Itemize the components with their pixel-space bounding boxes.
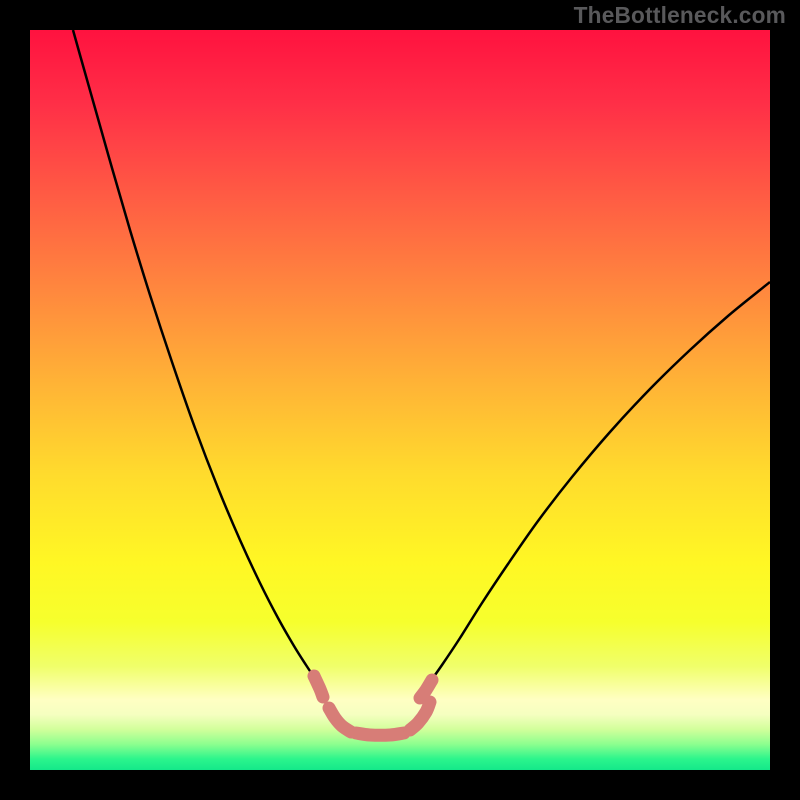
watermark-text: TheBottleneck.com — [574, 2, 786, 29]
chart-frame: TheBottleneck.com — [0, 0, 800, 800]
highlight-segment-2 — [356, 733, 404, 735]
bottleneck-curve-chart — [0, 0, 800, 800]
highlight-segment-0 — [314, 676, 323, 697]
plot-background-gradient — [30, 30, 770, 770]
